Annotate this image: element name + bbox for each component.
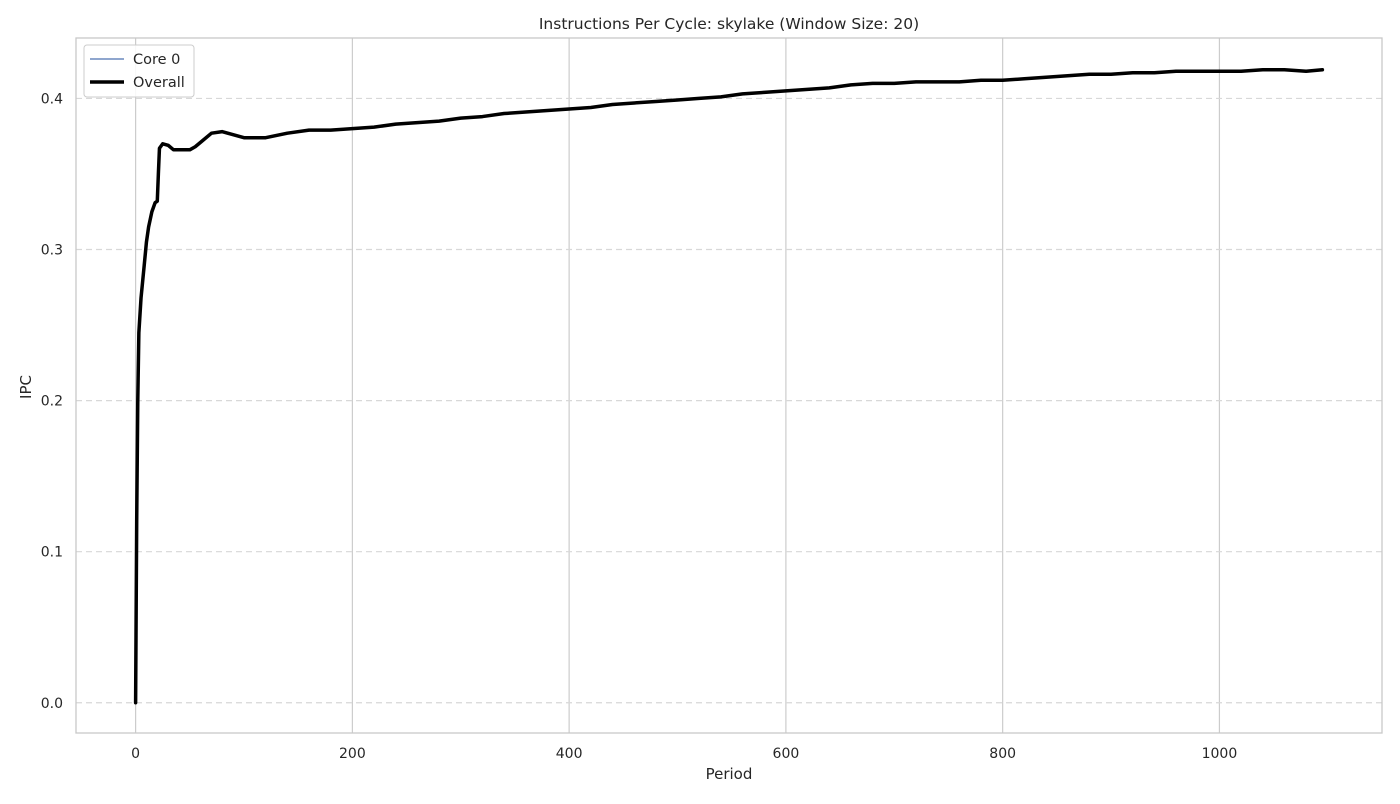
y-tick-label: 0.0 [41, 696, 63, 712]
series-layer [133, 67, 1325, 705]
series-line-core-0 [135, 69, 1323, 704]
x-axis-label: Period [706, 765, 753, 783]
legend-label-overall: Overall [133, 75, 185, 91]
y-axis-label: IPC [17, 375, 35, 399]
chart-title: Instructions Per Cycle: skylake (Window … [539, 15, 919, 33]
x-tick-label: 0 [131, 746, 140, 762]
plot-frame [75, 37, 1383, 734]
y-tick-label: 0.2 [41, 394, 63, 410]
x-tick-label: 400 [556, 746, 583, 762]
y-tick-label: 0.1 [41, 545, 63, 561]
series-line-overall [133, 67, 1325, 705]
legend-label-core-0: Core 0 [133, 52, 180, 68]
legend-box [83, 44, 195, 98]
grid-layer [76, 38, 1382, 733]
x-tick-label: 200 [339, 746, 366, 762]
tick-layer: 0 200 400 600 800 1000 0.0 0.1 0.2 0.3 0.4 [41, 91, 1238, 762]
y-tick-label: 0.4 [41, 91, 63, 107]
x-tick-label: 600 [773, 746, 800, 762]
x-tick-label: 800 [989, 746, 1016, 762]
legend: Core 0 Overall [83, 44, 195, 98]
x-tick-label: 1000 [1202, 746, 1238, 762]
y-tick-label: 0.3 [41, 243, 63, 259]
